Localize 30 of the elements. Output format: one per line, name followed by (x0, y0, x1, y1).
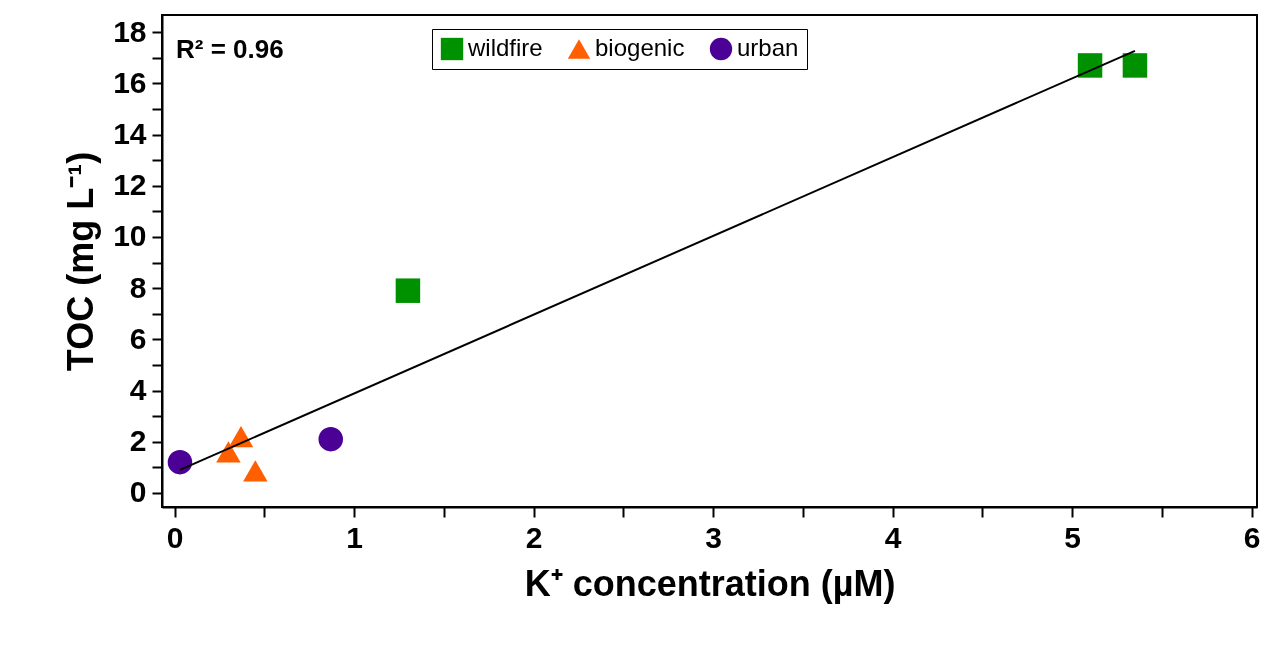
y-tick-label: 12 (113, 168, 147, 202)
x-tick-label: 4 (884, 520, 902, 554)
point (243, 460, 268, 482)
annotation: R² = 0.96 (176, 34, 284, 64)
y-tick-label: 8 (129, 270, 147, 304)
legend-label: urban (737, 34, 799, 61)
legend-label: wildfire (467, 34, 543, 61)
x-tick-label: 0 (166, 520, 184, 554)
point (216, 441, 241, 463)
x-tick-label: 2 (525, 520, 543, 554)
y-tick-label: 14 (113, 117, 147, 151)
y-tick-label: 10 (113, 219, 147, 253)
x-axis-title: K⁺ concentration (µM) (524, 562, 896, 604)
x-tick-label: 6 (1243, 520, 1261, 554)
x-tick-label: 3 (705, 520, 722, 554)
point (1077, 53, 1103, 78)
point (1122, 53, 1148, 78)
y-tick-label: 18 (113, 14, 147, 48)
y-tick-label: 6 (129, 321, 147, 355)
point (318, 426, 343, 452)
point (395, 278, 421, 303)
y-axis-title: TOC (mg L⁻¹) (60, 151, 102, 372)
y-tick-label: 4 (129, 373, 147, 407)
legend-label: biogenic (595, 34, 685, 61)
y-tick-label: 0 (129, 475, 147, 509)
point (167, 449, 193, 475)
y-tick-label: 2 (129, 424, 147, 458)
x-tick-label: 1 (346, 520, 363, 554)
x-tick-label: 5 (1064, 520, 1081, 554)
y-tick-label: 16 (113, 65, 147, 99)
